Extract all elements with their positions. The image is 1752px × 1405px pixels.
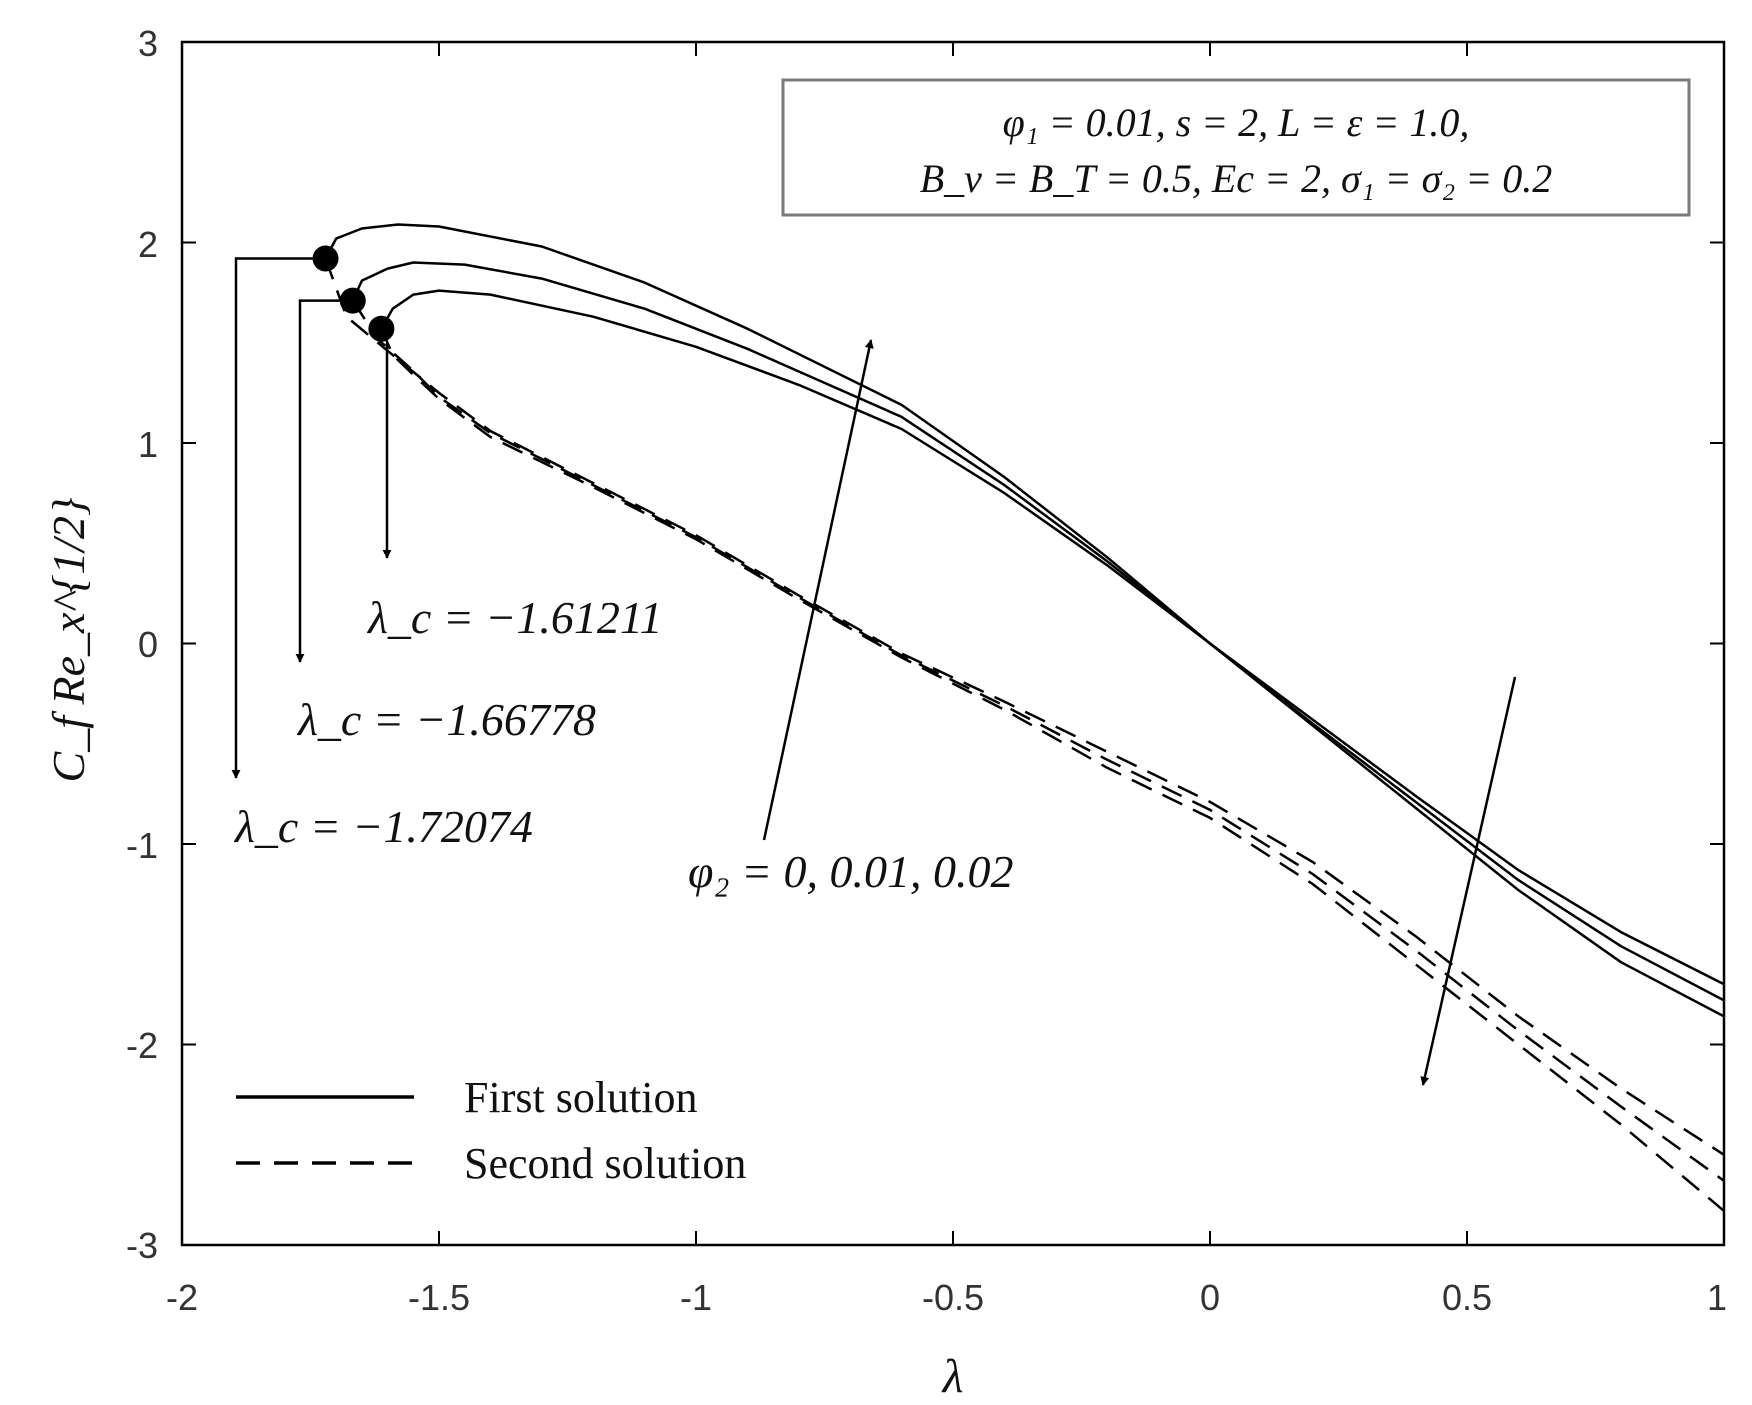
critical-label-phi2-002: λ_c = −1.72074: [233, 801, 533, 852]
x-tick-label: -2: [166, 1277, 198, 1318]
y-tick-label: -3: [126, 1225, 158, 1266]
legend-label-first-solution: First solution: [464, 1073, 698, 1122]
y-tick-label: 1: [138, 424, 158, 465]
plot-area-frame: [180, 40, 1726, 1247]
critical-connector-1: [295, 299, 341, 663]
critical-point-marker-1: [339, 287, 366, 314]
critical-label-phi2-0: λ_c = −1.61211: [366, 592, 663, 643]
y-tick-label: 0: [138, 624, 158, 665]
x-axis-label: λ: [941, 1350, 964, 1403]
phi2-increase-arrow-down: [1420, 676, 1517, 1086]
x-tick-label: 0: [1200, 1277, 1220, 1318]
second-solution-line-1: [351, 299, 1725, 1182]
y-tick-label: 2: [138, 224, 158, 265]
critical-point-marker-2: [312, 245, 339, 272]
y-tick-label: -1: [126, 825, 158, 866]
parameter-box-frame: [781, 78, 1691, 217]
legend: First solution Second solution: [236, 1073, 746, 1188]
parameter-box: φ₁ = 0.01, s = 2, L = ε = 1.0, B_v = B_T…: [781, 78, 1691, 217]
critical-connectors: [231, 257, 392, 779]
y-axis-label: C_f Re_x^{1/2}: [43, 498, 94, 783]
axis-ticks: [181, 41, 1725, 1246]
second-solution-line-0: [380, 328, 1725, 1212]
phi2-increase-arrow-up: [762, 339, 874, 841]
first-solution-line-2: [324, 223, 1725, 986]
y-tick-label: -2: [126, 1025, 158, 1066]
first-solution-line-1: [351, 261, 1725, 1002]
parameter-box-line-2: B_v = B_T = 0.5, Ec = 2, σ₁ = σ₂ = 0.2: [920, 156, 1553, 201]
x-tick-label: -1.5: [408, 1277, 470, 1318]
legend-label-second-solution: Second solution: [464, 1139, 746, 1188]
y-tick-labels: -3 -2 -1 0 1 2 3: [126, 23, 158, 1266]
parameter-box-line-1: φ₁ = 0.01, s = 2, L = ε = 1.0,: [1003, 100, 1470, 145]
critical-point-marker-0: [368, 315, 395, 342]
critical-label-phi2-001: λ_c = −1.66778: [296, 694, 596, 745]
x-tick-label: -0.5: [922, 1277, 984, 1318]
first-solution-line-0: [380, 289, 1725, 1018]
x-tick-labels: -2 -1.5 -1 -0.5 0 0.5 1: [166, 1277, 1727, 1318]
x-tick-label: 1: [1707, 1277, 1727, 1318]
y-tick-label: 3: [138, 23, 158, 64]
x-tick-label: -1: [680, 1277, 712, 1318]
phi2-label: φ₂ = 0, 0.01, 0.02: [688, 846, 1013, 897]
critical-connector-2: [231, 257, 314, 779]
x-tick-label: 0.5: [1442, 1277, 1492, 1318]
